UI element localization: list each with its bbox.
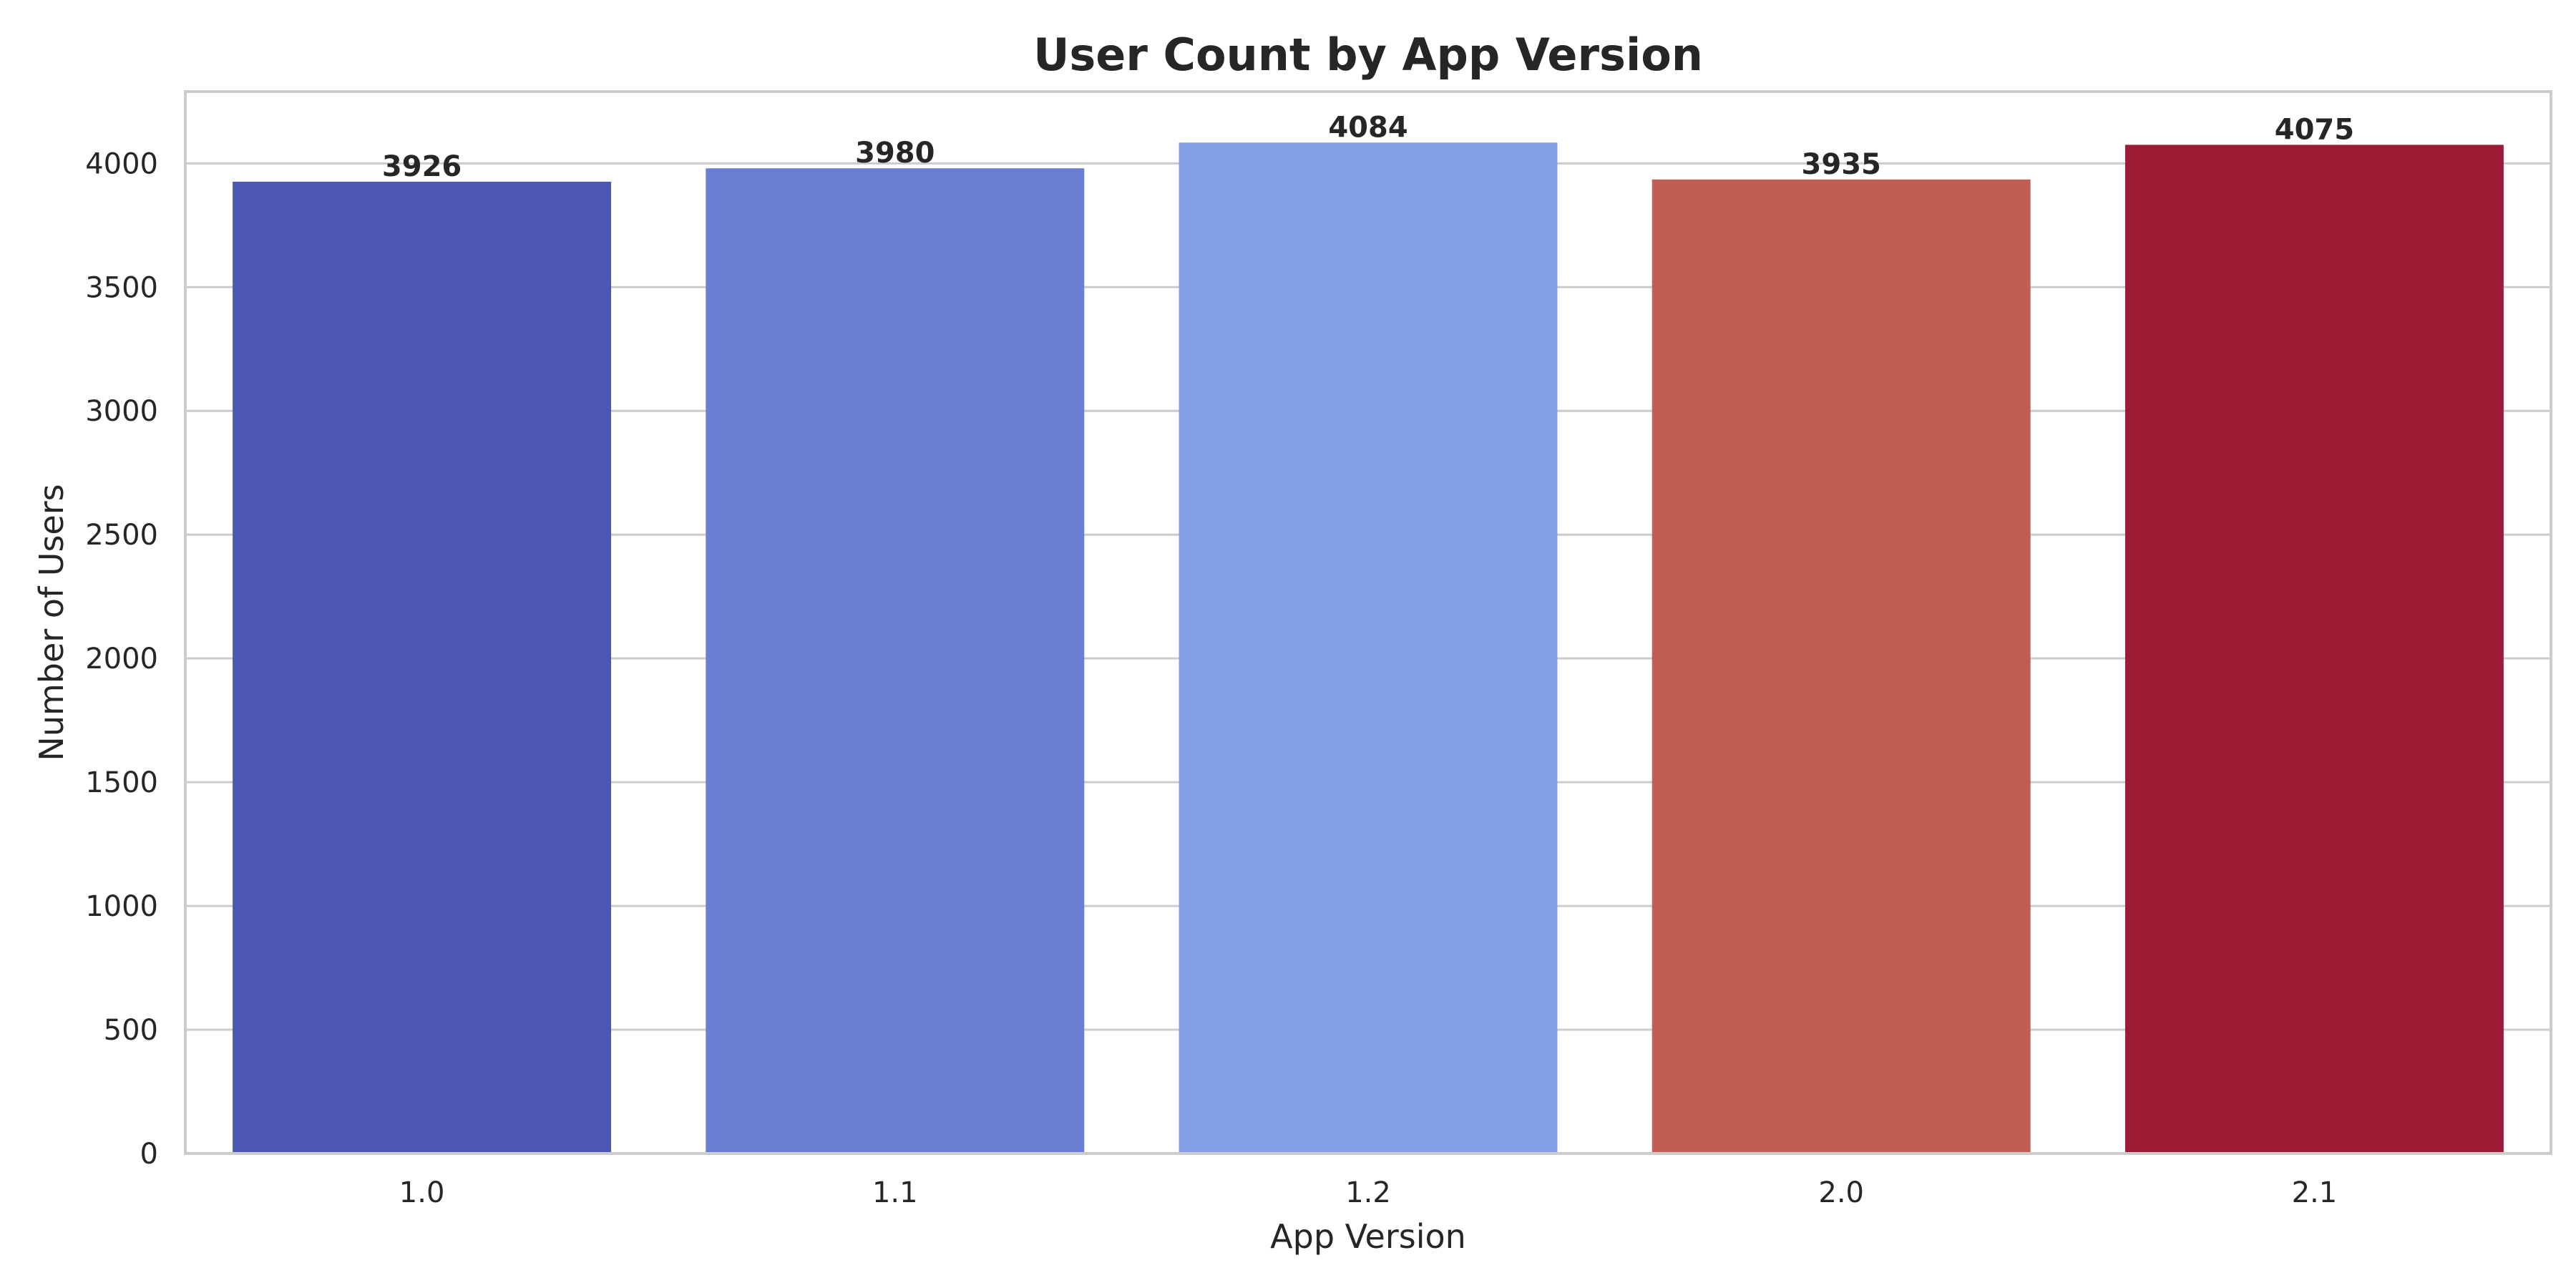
x-tick-label-1.2: 1.2 [1345, 1176, 1391, 1209]
bar-2.0 [1652, 179, 2031, 1153]
y-tick-label: 3500 [85, 271, 158, 304]
bar-2.1 [2124, 145, 2504, 1154]
bar-1.2 [1179, 142, 1558, 1154]
bar-1.1 [706, 168, 1085, 1153]
x-tick-label-1.1: 1.1 [872, 1176, 918, 1209]
data-label-2.0: 3935 [1802, 148, 1881, 181]
y-tick-label: 1500 [85, 766, 158, 799]
y-tick-label: 2500 [85, 519, 158, 552]
y-tick-label: 1000 [85, 890, 158, 923]
data-labels: 3926 3980 4084 3935 4075 [382, 111, 2354, 183]
bars [233, 142, 2504, 1154]
x-axis-ticks: 1.0 1.1 1.2 2.0 2.1 [399, 1176, 2337, 1209]
data-label-1.0: 3926 [382, 150, 462, 183]
y-tick-label: 3000 [85, 395, 158, 428]
bar-1.0 [233, 181, 612, 1153]
y-tick-label: 4000 [85, 147, 158, 180]
x-tick-label-1.0: 1.0 [399, 1176, 445, 1209]
y-tick-label: 500 [104, 1014, 158, 1047]
plot-frame [184, 90, 2552, 1155]
y-tick-label: 0 [140, 1138, 158, 1171]
y-tick-label: 2000 [85, 643, 158, 675]
y-axis-ticks: 0 500 1000 1500 2000 2500 3000 3500 4000 [85, 147, 158, 1171]
x-tick-label-2.1: 2.1 [2292, 1176, 2338, 1209]
data-label-1.1: 3980 [855, 137, 935, 170]
y-axis-label: Number of Users [32, 484, 71, 761]
chart-title: User Count by App Version [1033, 29, 1703, 81]
data-label-1.2: 4084 [1328, 111, 1407, 144]
data-label-2.1: 4075 [2275, 113, 2354, 146]
x-tick-label-2.0: 2.0 [1818, 1176, 1864, 1209]
x-axis-label: App Version [1270, 1217, 1466, 1256]
